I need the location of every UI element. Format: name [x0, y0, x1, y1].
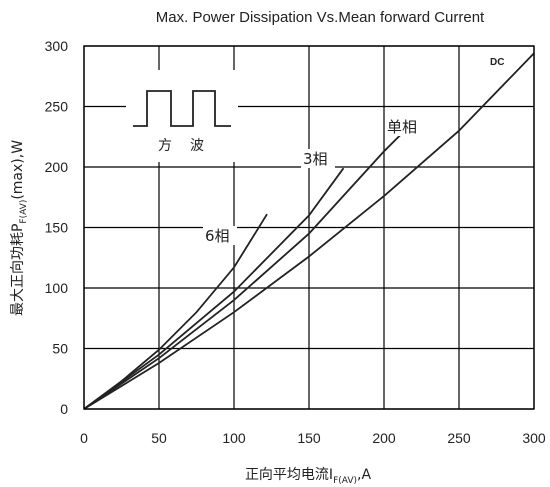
series-line-0	[83, 213, 268, 410]
x-tick-labels: 0 50 100 150 200 250 300	[80, 430, 546, 446]
y-tick-label-1: 50	[52, 341, 68, 357]
y-tick-label-0: 0	[60, 401, 68, 417]
x-tick-label-1: 50	[151, 430, 167, 446]
x-tick-label-3: 150	[297, 430, 321, 446]
chart-title: Max. Power Dissipation Vs.Mean forward C…	[156, 9, 485, 26]
y-tick-label-6: 300	[45, 38, 69, 54]
series-label-0: 6相	[205, 227, 230, 245]
series-label-bg-1	[301, 149, 335, 168]
square-wave-inset: 方 波	[126, 70, 238, 162]
series-label-bg-3	[488, 50, 512, 69]
series-line-3	[83, 52, 535, 410]
series-line-2	[83, 131, 405, 410]
y-tick-labels: 0 50 100 150 200 250 300	[45, 38, 69, 417]
series-label-1: 3相	[303, 150, 328, 168]
x-tick-label-0: 0	[80, 430, 88, 446]
series-lines	[83, 52, 535, 410]
x-tick-label-5: 250	[447, 430, 471, 446]
x-tick-label-4: 200	[372, 430, 396, 446]
y-tick-label-4: 200	[45, 159, 69, 175]
y-tick-label-2: 100	[45, 280, 69, 296]
x-tick-label-6: 300	[522, 430, 546, 446]
series-label-bg-0	[203, 226, 237, 245]
inset-label-2: 波	[190, 138, 204, 154]
x-axis-label: 正向平均电流IF(AV),A	[245, 467, 372, 486]
series-label-3: DC	[490, 57, 504, 68]
x-tick-label-2: 100	[222, 430, 246, 446]
square-wave-icon	[133, 90, 231, 127]
y-tick-label-5: 250	[45, 99, 69, 115]
series-line-1	[83, 167, 345, 410]
series-labels: 6相 3相 单相 DC	[203, 50, 512, 245]
y-tick-label-3: 150	[45, 220, 69, 236]
series-label-2: 单相	[387, 118, 417, 136]
series-label-bg-2	[385, 117, 419, 136]
y-axis-label: 最大正向功耗PF(AV)(max),W	[10, 140, 29, 316]
plot-frame	[83, 45, 535, 410]
inset-label-1: 方	[158, 138, 172, 154]
